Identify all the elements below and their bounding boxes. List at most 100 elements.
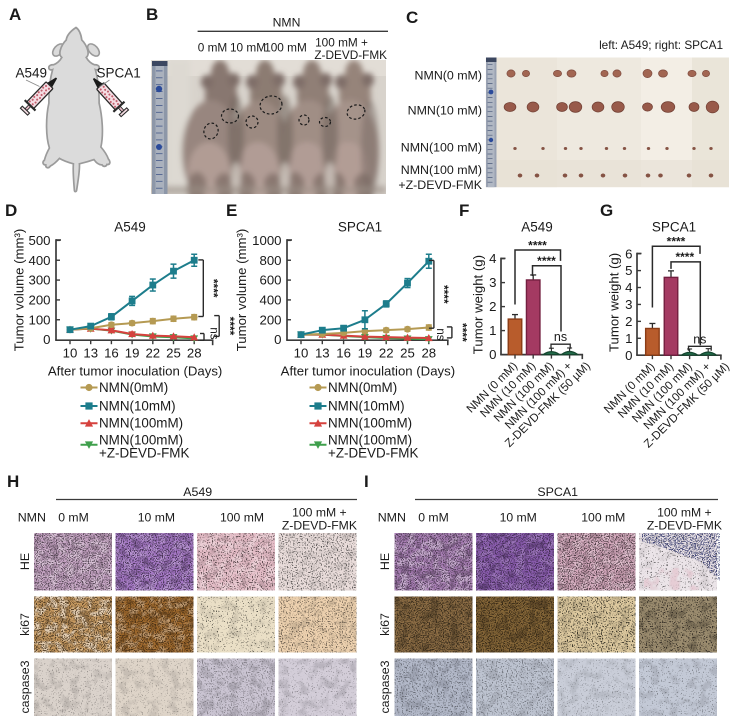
svg-text:NMN(100 mM): NMN(100 mM) [401, 163, 482, 177]
svg-text:0 mM: 0 mM [418, 511, 448, 525]
svg-text:NMN(100mM): NMN(100mM) [99, 433, 183, 448]
svg-text:4: 4 [625, 280, 632, 295]
svg-text:ns: ns [434, 328, 446, 340]
svg-text:22: 22 [379, 346, 394, 361]
svg-text:H: H [7, 472, 19, 491]
svg-text:NMN(0 mM): NMN(0 mM) [415, 69, 482, 83]
svg-text:After tumor inoculation (Days): After tumor inoculation (Days) [48, 364, 222, 379]
svg-text:0: 0 [274, 332, 281, 347]
svg-text:Z-DEVD-FMK: Z-DEVD-FMK [647, 519, 722, 533]
svg-text:0 mM: 0 mM [58, 511, 88, 525]
svg-text:NMN(10 mM): NMN(10 mM) [408, 104, 482, 118]
svg-text:left: A549; right: SPCA1: left: A549; right: SPCA1 [599, 38, 723, 52]
svg-text:22: 22 [145, 346, 160, 361]
svg-text:0: 0 [625, 348, 632, 363]
svg-text:ki67: ki67 [18, 613, 32, 636]
svg-text:0: 0 [489, 347, 496, 362]
svg-text:HE: HE [18, 553, 32, 570]
svg-text:A549: A549 [16, 66, 48, 81]
svg-text:Tumor volume (mm³): Tumor volume (mm³) [234, 229, 249, 352]
svg-text:SPCA1: SPCA1 [537, 485, 578, 499]
svg-text:800: 800 [259, 253, 281, 268]
svg-text:NMN(0mM): NMN(0mM) [99, 380, 168, 395]
svg-text:10 mM: 10 mM [500, 511, 537, 525]
svg-text:****: **** [537, 254, 556, 268]
svg-text:HE: HE [378, 553, 392, 570]
svg-text:NMN(100 mM): NMN(100 mM) [401, 141, 482, 155]
svg-text:A: A [9, 5, 21, 24]
svg-text:100 mM +: 100 mM + [292, 506, 347, 520]
svg-text:G: G [600, 201, 613, 220]
svg-text:****: **** [667, 235, 686, 249]
svg-text:600: 600 [259, 273, 281, 288]
svg-text:500: 500 [28, 233, 50, 248]
svg-text:5: 5 [625, 263, 632, 278]
svg-text:NMN: NMN [378, 511, 406, 525]
svg-text:2: 2 [489, 299, 496, 314]
svg-text:100 mM +: 100 mM + [315, 35, 368, 49]
svg-text:SPCA1: SPCA1 [652, 220, 696, 235]
svg-text:100 mM +: 100 mM + [657, 506, 712, 520]
svg-text:ns: ns [554, 330, 567, 344]
svg-text:Tumor weight (g): Tumor weight (g) [607, 253, 622, 352]
svg-text:10: 10 [63, 346, 78, 361]
svg-text:28: 28 [187, 346, 202, 361]
svg-text:****: **** [223, 317, 237, 336]
svg-text:0 mM: 0 mM [198, 41, 228, 55]
svg-text:SPCA1: SPCA1 [97, 66, 141, 81]
svg-text:caspase3: caspase3 [18, 660, 32, 713]
svg-text:100 mM: 100 mM [220, 511, 264, 525]
svg-text:+Z-DEVD-FMK: +Z-DEVD-FMK [398, 178, 482, 192]
svg-text:400: 400 [28, 253, 50, 268]
svg-text:+Z-DEVD-FMK: +Z-DEVD-FMK [328, 446, 418, 461]
svg-text:NMN: NMN [273, 16, 301, 30]
svg-text:caspase3: caspase3 [378, 660, 392, 713]
svg-text:16: 16 [336, 346, 351, 361]
svg-text:Z-DEVD-FMK: Z-DEVD-FMK [282, 519, 357, 533]
svg-text:****: **** [528, 238, 547, 252]
svg-text:100 mM: 100 mM [581, 511, 625, 525]
svg-text:NMN(100mM): NMN(100mM) [328, 433, 412, 448]
svg-text:0: 0 [43, 332, 50, 347]
svg-text:B: B [146, 5, 158, 24]
svg-text:300: 300 [28, 273, 50, 288]
svg-text:ns: ns [693, 332, 706, 346]
svg-text:NMN(0mM): NMN(0mM) [328, 380, 397, 395]
svg-text:****: **** [455, 323, 469, 342]
svg-text:2: 2 [625, 314, 632, 329]
svg-text:3: 3 [489, 275, 496, 290]
svg-text:I: I [364, 472, 369, 491]
svg-text:+Z-DEVD-FMK: +Z-DEVD-FMK [99, 446, 189, 461]
svg-text:ki67: ki67 [378, 613, 392, 636]
svg-text:10: 10 [294, 346, 309, 361]
svg-text:F: F [459, 201, 469, 220]
svg-text:A549: A549 [114, 220, 146, 235]
svg-text:4: 4 [489, 251, 496, 266]
svg-text:NMN(10mM): NMN(10mM) [328, 398, 405, 413]
svg-text:25: 25 [400, 346, 415, 361]
svg-text:28: 28 [421, 346, 436, 361]
svg-text:1: 1 [625, 331, 632, 346]
svg-text:1000: 1000 [252, 233, 281, 248]
svg-text:NMN(10mM): NMN(10mM) [99, 398, 176, 413]
svg-text:Tumor weight (g): Tumor weight (g) [471, 255, 486, 354]
svg-text:13: 13 [315, 346, 330, 361]
svg-text:100 mM: 100 mM [264, 41, 307, 55]
svg-text:100: 100 [28, 312, 50, 327]
svg-text:****: **** [437, 285, 451, 304]
svg-text:10 mM: 10 mM [230, 41, 266, 55]
svg-text:19: 19 [358, 346, 373, 361]
svg-text:NMN: NMN [18, 511, 46, 525]
svg-text:25: 25 [166, 346, 181, 361]
svg-text:10 mM: 10 mM [138, 511, 175, 525]
svg-text:16: 16 [104, 346, 119, 361]
svg-text:ns: ns [208, 327, 220, 339]
svg-text:NMN(100mM): NMN(100mM) [328, 416, 412, 431]
svg-text:1: 1 [489, 323, 496, 338]
svg-text:Z-DEVD-FMK: Z-DEVD-FMK [314, 48, 387, 62]
svg-text:SPCA1: SPCA1 [338, 220, 382, 235]
svg-text:3: 3 [625, 297, 632, 312]
svg-text:6: 6 [625, 246, 632, 261]
svg-text:E: E [226, 201, 237, 220]
svg-text:Tumor volume (mm³): Tumor volume (mm³) [12, 229, 27, 352]
